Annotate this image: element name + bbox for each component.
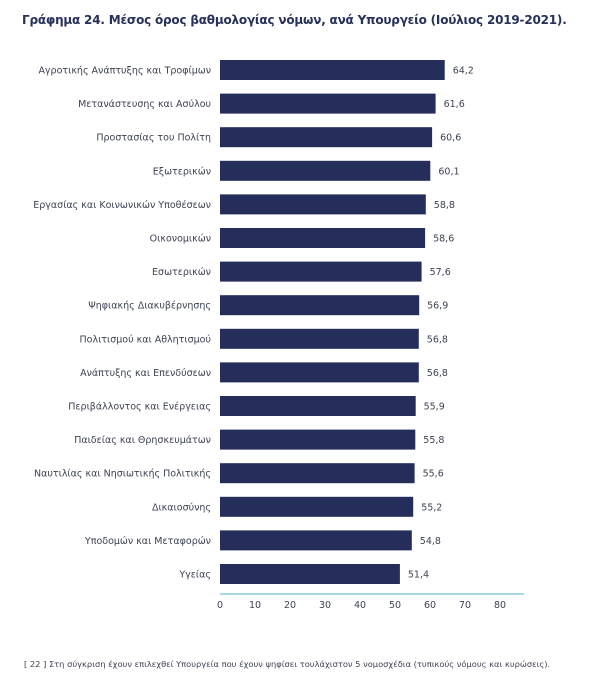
bars	[220, 60, 445, 584]
category-label: Ανάπτυξης και Επενδύσεων	[80, 368, 211, 379]
bar	[220, 194, 426, 215]
x-tick-label: 20	[284, 600, 296, 611]
category-label: Προστασίας του Πολίτη	[96, 133, 211, 144]
value-label: 55,2	[421, 502, 442, 513]
category-label: Εξωτερικών	[153, 166, 211, 177]
category-label: Παιδείας και Θρησκευμάτων	[74, 435, 211, 446]
x-tick-label: 50	[389, 600, 401, 611]
bar	[220, 463, 415, 484]
value-label: 61,6	[444, 99, 465, 110]
bar	[220, 127, 433, 148]
category-label: Εργασίας και Κοινωνικών Υποθέσεων	[33, 200, 211, 211]
value-label: 60,1	[438, 166, 459, 177]
x-tick-label: 0	[217, 600, 223, 611]
category-label: Ψηφιακής Διακυβέρνησης	[88, 301, 211, 312]
x-axis-ticks: 0 10 20 30 40 50 60 70 80	[217, 600, 506, 611]
value-label: 56,8	[427, 334, 448, 345]
value-label: 58,6	[433, 234, 454, 245]
footnote: [ 22 ] Στη σύγκριση έχουν επιλεχθεί Υπου…	[24, 659, 551, 669]
bar	[220, 530, 412, 551]
category-label: Δικαιοσύνης	[152, 502, 211, 513]
bar	[220, 496, 414, 517]
bar	[220, 160, 431, 181]
x-tick-label: 30	[319, 600, 331, 611]
category-label: Υγείας	[178, 570, 211, 581]
value-label: 55,8	[423, 435, 444, 446]
x-tick-label: 70	[459, 600, 471, 611]
bar	[220, 328, 419, 349]
value-label: 57,6	[430, 267, 451, 278]
x-tick-label: 60	[424, 600, 436, 611]
value-label: 55,6	[423, 469, 444, 480]
bar	[220, 93, 436, 114]
category-label: Εσωτερικών	[152, 267, 211, 278]
value-label: 54,8	[420, 536, 441, 547]
bar	[220, 396, 416, 416]
value-label: 56,9	[427, 301, 448, 312]
category-label: Αγροτικής Ανάπτυξης και Τροφίμων	[38, 66, 211, 77]
value-label: 64,2	[453, 66, 474, 77]
value-labels: 64,2 61,6 60,6 60,1 58,8 58,6 57,6 56,9 56,8 56,8…	[408, 66, 474, 581]
category-labels: Αγροτικής Ανάπτυξης και Τροφίμων Μετανάστ…	[33, 66, 211, 581]
bar	[220, 228, 426, 248]
bar	[220, 564, 400, 584]
value-label: 56,8	[427, 368, 448, 379]
value-label: 51,4	[408, 570, 429, 581]
bar	[220, 429, 416, 450]
value-label: 60,6	[440, 133, 461, 144]
category-label: Πολιτισμού και Αθλητισμού	[80, 334, 211, 345]
value-label: 58,8	[434, 200, 455, 211]
bar	[220, 295, 420, 316]
x-tick-label: 80	[494, 600, 506, 611]
category-label: Περιβάλλοντος και Ενέργειας	[68, 402, 211, 413]
chart-title: Γράφημα 24. Μέσος όρος βαθμολογίας νόμων…	[22, 13, 567, 27]
category-label: Υποδομών και Μεταφορών	[84, 536, 211, 547]
category-label: Οικονομικών	[150, 234, 211, 245]
bar	[220, 362, 419, 383]
value-label: 55,9	[424, 402, 445, 413]
x-tick-label: 10	[249, 600, 261, 611]
bar	[220, 261, 422, 282]
x-tick-label: 40	[354, 600, 366, 611]
category-label: Ναυτιλίας και Νησιωτικής Πολιτικής	[34, 469, 211, 480]
bar	[220, 60, 445, 80]
category-label: Μετανάστευσης και Ασύλου	[78, 99, 211, 110]
